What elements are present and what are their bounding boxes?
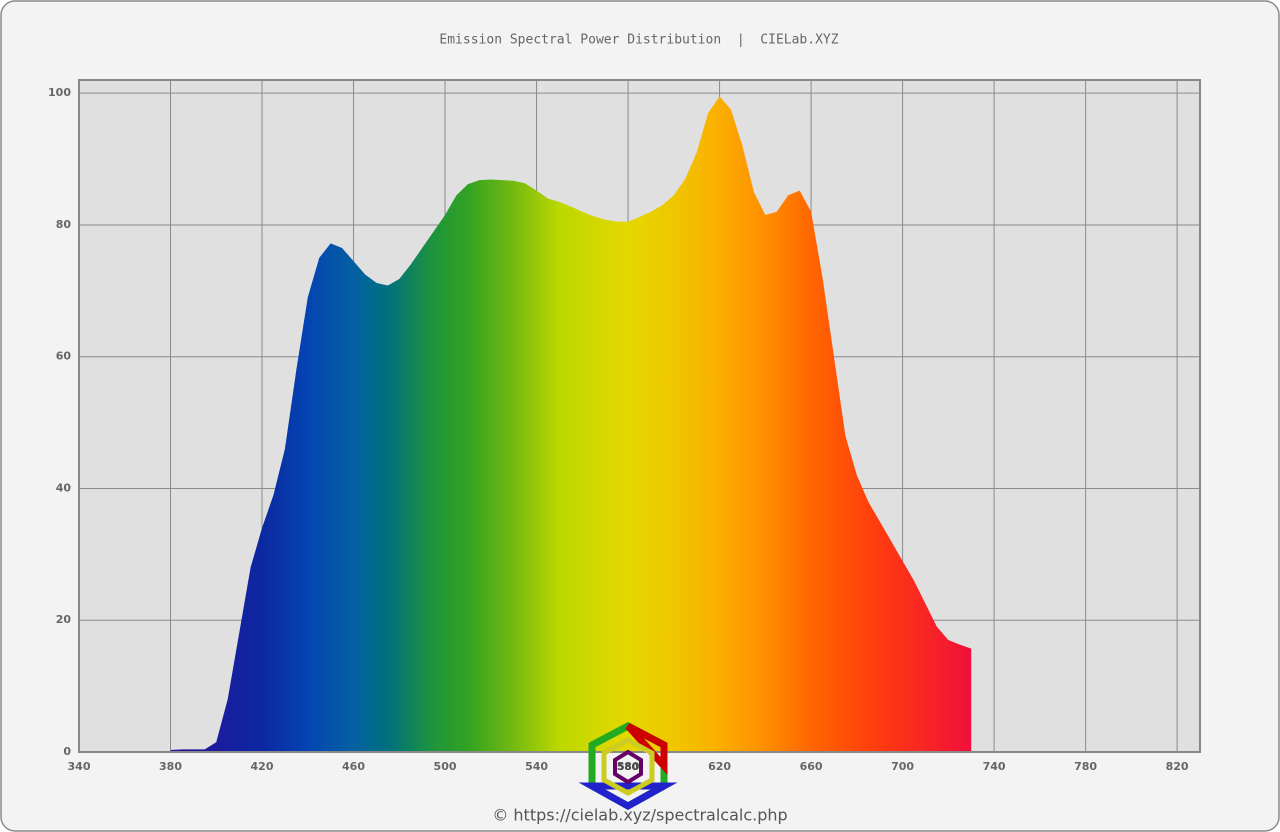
- x-tick-label: 380: [159, 760, 182, 773]
- x-tick-label: 620: [708, 760, 731, 773]
- x-tick-label: 500: [434, 760, 457, 773]
- y-tick-label: 100: [48, 86, 71, 99]
- x-tick-label: 820: [1166, 760, 1189, 773]
- x-tick-label: 580: [617, 760, 640, 773]
- y-tick-label: 20: [56, 613, 72, 626]
- chart-title: Emission Spectral Power Distribution | C…: [439, 33, 838, 48]
- footer: © https://cielab.xyz/spectralcalc.php: [492, 806, 787, 825]
- y-tick-label: 40: [56, 481, 72, 494]
- x-tick-label: 700: [891, 760, 914, 773]
- y-tick-label: 80: [56, 218, 72, 231]
- y-tick-label: 0: [63, 745, 71, 758]
- x-tick-label: 460: [342, 760, 365, 773]
- plot-border: [78, 79, 1201, 753]
- logo: 580: [578, 722, 678, 811]
- ticks: 0 20 40 60 80 100 340 380 420 460 500 540 580 620 660 7…: [48, 86, 1189, 773]
- marks: [170, 96, 972, 753]
- y-tick-label: 60: [56, 350, 72, 363]
- x-tick-label: 660: [800, 760, 823, 773]
- x-tick-label: 340: [68, 760, 91, 773]
- x-tick-label: 420: [251, 760, 274, 773]
- x-tick-label: 740: [983, 760, 1006, 773]
- spectrum-area: [170, 96, 972, 753]
- logo-text: 580: [618, 762, 639, 773]
- x-tick-label: 540: [525, 760, 548, 773]
- x-tick-label: 780: [1074, 760, 1097, 773]
